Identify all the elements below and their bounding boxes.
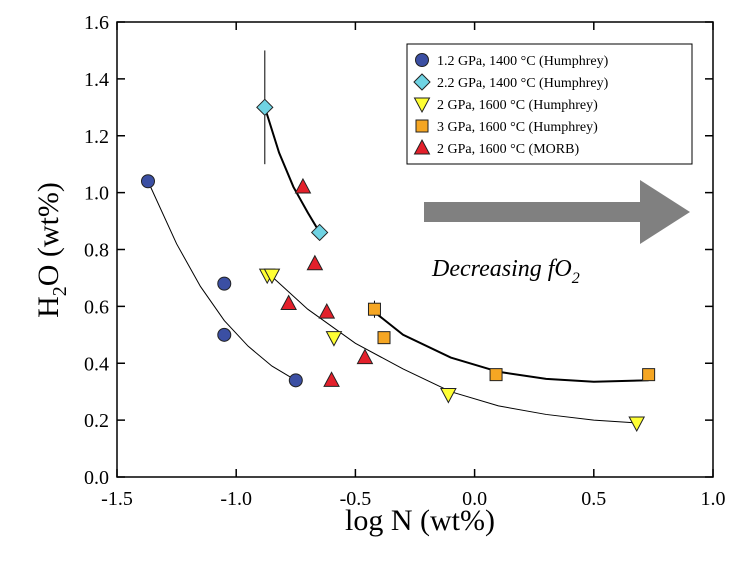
y-label-main: H <box>32 296 65 318</box>
legend-label: 2 GPa, 1600 °C (Humphrey) <box>437 98 598 113</box>
marker <box>263 268 281 285</box>
legend-label: 2.2 GPa, 1400 °C (Humphrey) <box>437 76 609 91</box>
x-axis-label: log N (wt%) <box>345 504 495 537</box>
legend-box <box>406 43 693 165</box>
marker <box>318 303 336 319</box>
fit-curve <box>373 311 649 383</box>
x-tick-label: 0.0 <box>462 488 487 510</box>
y-tick-label: 0.2 <box>84 410 109 432</box>
x-tick-label: 1.0 <box>701 488 726 510</box>
y-tick-label: 1.0 <box>84 183 109 205</box>
marker <box>323 371 340 387</box>
x-tick-label: -1.5 <box>101 488 133 510</box>
legend-label: 2 GPa, 1600 °C (MORB) <box>437 142 579 157</box>
y-tick-label: 0.4 <box>84 353 109 375</box>
y-axis-label: H2O (wt%) <box>32 182 71 318</box>
y-tick-label: 1.4 <box>84 69 109 91</box>
marker <box>489 368 503 382</box>
y-tick-label: 0.6 <box>84 296 109 318</box>
marker <box>356 348 374 365</box>
legend-marker <box>413 97 431 114</box>
x-tick-label: 0.5 <box>581 488 606 510</box>
marker <box>294 177 312 194</box>
legend-label: 3 GPa, 1600 °C (Humphrey) <box>437 120 598 135</box>
marker <box>306 254 324 271</box>
y-label-sub: 2 <box>49 286 71 296</box>
y-label-rest: O (wt%) <box>32 182 65 286</box>
marker <box>217 327 232 342</box>
marker <box>288 373 303 388</box>
marker <box>642 368 656 382</box>
annotation: Decreasing fO2 <box>431 256 580 287</box>
marker <box>280 294 297 311</box>
marker <box>440 388 457 404</box>
fit-curve <box>147 181 297 381</box>
y-tick-label: 1.2 <box>84 126 109 148</box>
legend-marker <box>415 53 429 67</box>
marker <box>628 416 646 433</box>
legend-label: 1.2 GPa, 1400 °C (Humphrey) <box>437 54 609 69</box>
fit-curve <box>266 271 637 424</box>
y-tick-label: 1.6 <box>84 12 109 34</box>
x-tick-label: -0.5 <box>340 488 372 510</box>
fit-curve <box>263 107 321 233</box>
x-tick-label: -1.0 <box>220 488 252 510</box>
annotation-text: Decreasing fO <box>431 256 572 282</box>
marker <box>325 331 343 347</box>
marker <box>367 302 381 316</box>
annotation-sub: 2 <box>572 270 580 287</box>
legend-marker <box>415 119 429 133</box>
legend-marker <box>413 138 431 155</box>
marker <box>217 276 232 291</box>
y-tick-label: 0.0 <box>84 467 109 489</box>
y-tick-label: 0.8 <box>84 240 109 262</box>
legend-marker <box>413 73 431 91</box>
arrow <box>424 180 690 244</box>
marker <box>256 98 274 117</box>
marker <box>140 174 155 189</box>
marker <box>377 331 391 345</box>
marker <box>310 223 329 242</box>
